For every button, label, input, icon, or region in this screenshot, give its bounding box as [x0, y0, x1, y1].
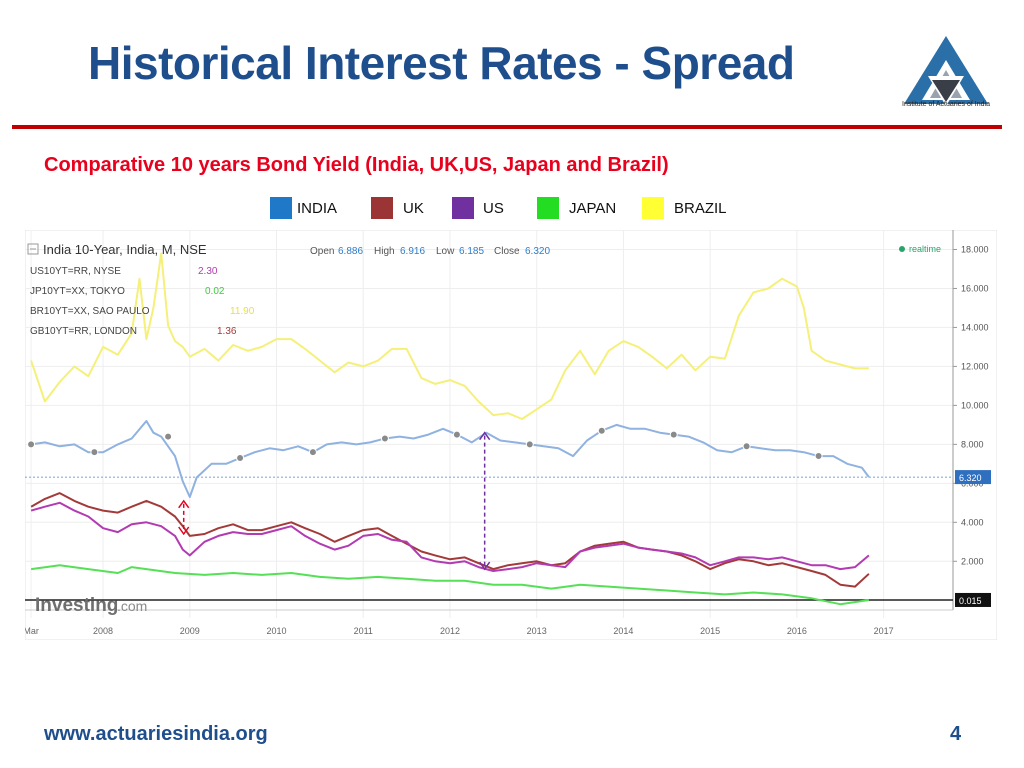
open-value: 6.886 [338, 246, 363, 257]
event-marker [525, 440, 534, 449]
x-tick-label: 2012 [440, 626, 460, 636]
x-tick-label: 2009 [180, 626, 200, 636]
x-tick-label: 2017 [874, 626, 894, 636]
realtime-label: realtime [909, 244, 941, 254]
footer-url[interactable]: www.actuariesindia.org [44, 723, 268, 745]
chart-subtitle: Comparative 10 years Bond Yield (India, … [44, 154, 669, 176]
legend-label-india: INDIA [297, 200, 338, 217]
x-tick-label: 2014 [613, 626, 633, 636]
title-divider [12, 125, 1002, 129]
y-tick-label: 14.000 [961, 322, 989, 332]
event-marker [814, 452, 823, 461]
x-tick-label: 2015 [700, 626, 720, 636]
overlay-value-us: 2.30 [198, 266, 218, 277]
x-tick-label: 2011 [354, 626, 373, 636]
y-tick-label: 8.000 [961, 439, 984, 449]
close-value: 6.320 [525, 246, 550, 257]
institute-logo-icon [904, 36, 988, 106]
event-marker [452, 430, 461, 439]
overlay-label-brazil: BR10YT=XX, SAO PAULO [30, 306, 150, 317]
investing-watermark: Investing [35, 595, 118, 616]
realtime-dot-icon [899, 246, 905, 252]
y-tick-label: 10.000 [961, 400, 989, 410]
event-marker [380, 434, 389, 443]
event-marker [236, 454, 245, 462]
event-marker [308, 448, 317, 457]
bond-yield-chart[interactable]: Mar 2008 2009 2010 2011 2012 2013 2014 2015 2016 2… [25, 230, 997, 640]
last-value-badge [955, 470, 991, 485]
series-line-uk [30, 492, 870, 588]
x-tick-label: 2008 [93, 626, 113, 636]
collapse-icon[interactable] [27, 243, 39, 255]
x-tick-label: 2013 [527, 626, 547, 636]
low-label: Low [436, 246, 455, 257]
series-line-brazil [30, 252, 869, 420]
series-line-us [30, 501, 870, 572]
page-number: 4 [950, 723, 962, 745]
y-tick-label: 18.000 [961, 244, 989, 254]
last-value-label-japan: 0.015 [959, 596, 982, 606]
legend-label-brazil: BRAZIL [674, 200, 727, 217]
legend-label-japan: JAPAN [569, 200, 617, 217]
event-marker [27, 440, 36, 449]
event-marker [90, 448, 99, 457]
x-tick-label: Mar [25, 626, 39, 636]
overlay-label-us: US10YT=RR, NYSE [30, 266, 121, 277]
overlay-label-uk: GB10YT=RR, LONDON [30, 326, 137, 337]
event-marker [164, 432, 173, 441]
legend-swatch-us [452, 197, 474, 219]
last-value-label-india: 6.320 [959, 473, 982, 483]
y-tick-label: 4.000 [961, 517, 984, 527]
legend-swatch-japan [537, 197, 559, 219]
y-tick-label: 2.000 [961, 556, 984, 566]
high-label: High [374, 246, 395, 257]
spread-arrow-head-down [178, 526, 190, 536]
x-tick-label: 2010 [266, 626, 286, 636]
series-line-india [30, 420, 870, 498]
series-line-japan [30, 564, 870, 606]
legend-label-uk: UK [403, 200, 424, 217]
legend-swatch-brazil [642, 197, 664, 219]
event-marker [742, 442, 751, 451]
spread-arrow-head-down [479, 561, 491, 571]
y-tick-label: 12.000 [961, 361, 989, 371]
legend-label-us: US [483, 200, 504, 217]
high-value: 6.916 [400, 246, 425, 257]
overlay-label-japan: JP10YT=XX, TOKYO [30, 286, 125, 297]
spread-arrow-head-up [479, 431, 491, 441]
legend-swatch-uk [371, 197, 393, 219]
event-marker [669, 430, 678, 439]
overlay-value-japan: 0.02 [205, 286, 225, 297]
overlay-value-brazil: 11.90 [230, 306, 255, 317]
overlay-value-uk: 1.36 [217, 326, 237, 337]
open-label: Open [310, 246, 334, 257]
legend-swatch-india [270, 197, 292, 219]
event-marker [597, 426, 606, 435]
spread-arrow-head-up [178, 499, 190, 509]
close-label: Close [494, 246, 520, 257]
x-tick-label: 2016 [787, 626, 807, 636]
last-value-badge [955, 592, 991, 607]
y-tick-label: 16.000 [961, 283, 989, 293]
low-value: 6.185 [459, 246, 484, 257]
slide-title: Historical Interest Rates - Spread [88, 37, 795, 89]
investing-watermark-suffix: .com [117, 598, 147, 614]
main-series-label: India 10-Year, India, M, NSE [43, 242, 207, 257]
logo-text: Institute of Actuaries of India [902, 101, 990, 108]
